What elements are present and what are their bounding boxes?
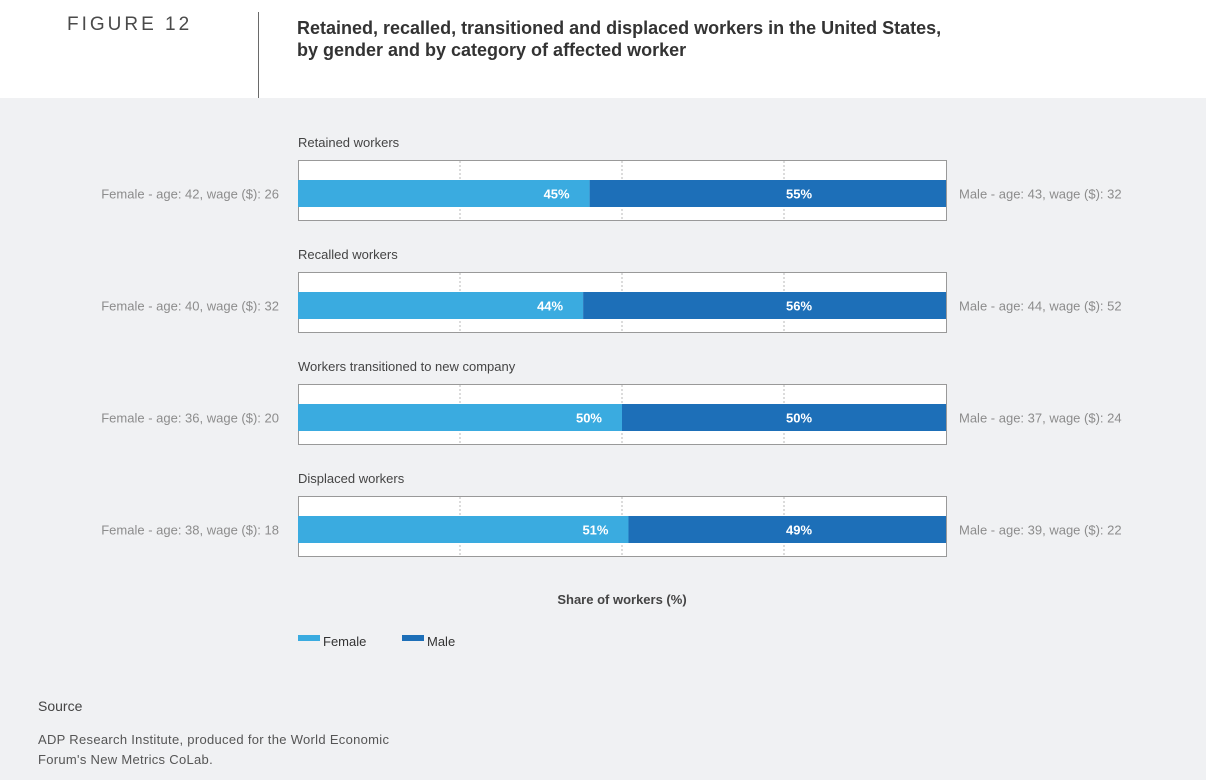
category-label: Workers transitioned to new company: [298, 359, 516, 374]
female-side-label: Female - age: 36, wage ($): 20: [101, 411, 279, 426]
female-side-label: Female - age: 40, wage ($): 32: [101, 299, 279, 314]
male-value-label: 49%: [786, 523, 812, 538]
category-label: Recalled workers: [298, 247, 398, 262]
male-value-label: 50%: [786, 411, 812, 426]
male-bar-segment: [583, 292, 946, 319]
male-side-label: Male - age: 43, wage ($): 32: [959, 187, 1122, 202]
header-divider: [258, 12, 259, 98]
legend-swatch-female: [298, 635, 320, 641]
male-value-label: 55%: [786, 187, 812, 202]
figure-header: FIGURE 12 Retained, recalled, transition…: [0, 0, 1206, 98]
female-value-label: 44%: [537, 299, 563, 314]
figure-title-line-1: Retained, recalled, transitioned and dis…: [297, 18, 942, 38]
male-side-label: Male - age: 39, wage ($): 22: [959, 523, 1122, 538]
figure-title-line-2: by gender and by category of affected wo…: [297, 40, 687, 60]
figure-label: FIGURE 12: [67, 14, 193, 35]
female-value-label: 45%: [544, 187, 570, 202]
figure-title: Retained, recalled, transitioned and dis…: [297, 17, 1157, 61]
source-heading: Source: [38, 698, 83, 714]
legend-label-female: Female: [323, 634, 366, 649]
male-side-label: Male - age: 44, wage ($): 52: [959, 299, 1122, 314]
female-bar-segment: [298, 292, 584, 319]
male-bar-segment: [628, 516, 946, 543]
female-bar-segment: [298, 404, 622, 431]
legend-label-male: Male: [427, 634, 455, 649]
male-value-label: 56%: [786, 299, 812, 314]
female-side-label: Female - age: 42, wage ($): 26: [101, 187, 279, 202]
female-bar-segment: [298, 180, 590, 207]
female-value-label: 50%: [576, 411, 602, 426]
female-bar-segment: [298, 516, 629, 543]
female-side-label: Female - age: 38, wage ($): 18: [101, 523, 279, 538]
male-bar-segment: [622, 404, 946, 431]
male-bar-segment: [589, 180, 946, 207]
category-label: Displaced workers: [298, 471, 405, 486]
source-text-line-1: ADP Research Institute, produced for the…: [38, 732, 390, 747]
category-label: Retained workers: [298, 135, 400, 150]
legend-swatch-male: [402, 635, 424, 641]
female-value-label: 51%: [582, 523, 608, 538]
x-axis-title: Share of workers (%): [557, 592, 686, 607]
male-side-label: Male - age: 37, wage ($): 24: [959, 411, 1122, 426]
source-text-line-2: Forum's New Metrics CoLab.: [38, 752, 213, 767]
